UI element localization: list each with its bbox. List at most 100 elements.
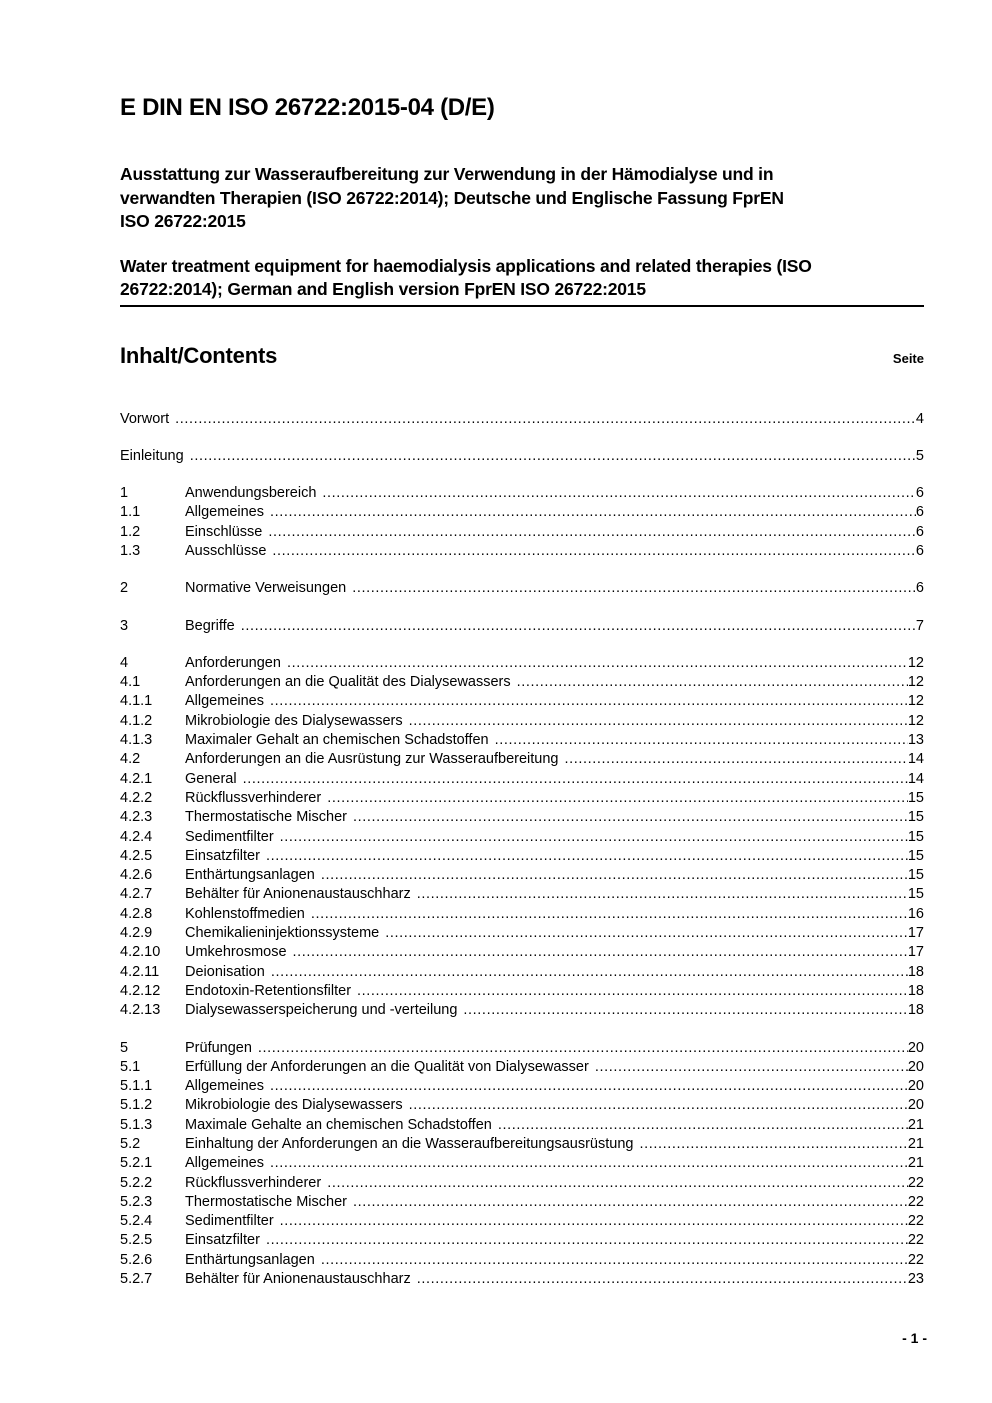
toc-entry-page: 12: [907, 674, 924, 691]
toc-dot-leader: [321, 1251, 908, 1270]
toc-entry-number: 5.1.1: [120, 1078, 153, 1095]
toc-entry-number: 4.2.11: [120, 963, 160, 980]
toc-entry-label: Einsatzfilter: [185, 1232, 260, 1249]
toc-dot-leader: [241, 617, 916, 636]
title-german-line: Ausstattung zur Wasseraufbereitung zur V…: [120, 164, 774, 184]
toc-dot-leader: [266, 1231, 908, 1250]
toc-entry-page: 18: [907, 1002, 924, 1019]
toc-entry-number: 5.2.7: [120, 1271, 153, 1288]
toc-dot-leader: [353, 808, 908, 827]
toc-entry-number: 4.1.1: [120, 693, 153, 710]
toc-entry-label: Ausschlüsse: [185, 542, 267, 559]
toc-entry-page: 12: [907, 712, 924, 729]
toc-entry-number: 5.1: [120, 1058, 141, 1075]
toc-entry-page: 15: [907, 789, 924, 806]
toc-dot-leader: [270, 1154, 908, 1173]
toc-entry-page: 15: [907, 867, 924, 884]
toc-dot-leader: [266, 847, 908, 866]
toc-entry: 4.2.5 Einsatzfilter 15: [120, 847, 924, 866]
toc-entry-page: 12: [907, 693, 924, 710]
toc-dot-leader: [385, 924, 908, 943]
toc-entry-page: 23: [907, 1271, 924, 1288]
toc-entry-label: Anforderungen an die Qualität des Dialys…: [185, 674, 511, 691]
toc-entry: 5.2.5 Einsatzfilter 22: [120, 1231, 924, 1250]
title-german: Ausstattung zur Wasseraufbereitung zur V…: [120, 163, 924, 234]
toc-entry-label: General: [185, 770, 237, 787]
toc-entry-number: 1: [120, 485, 129, 502]
toc-entry: 1 Anwendungsbereich 6: [120, 484, 924, 503]
toc-entry-page: 17: [907, 925, 924, 942]
toc-group: 4 Anforderungen 12 4.1 Anforderungen an die …: [120, 654, 924, 1021]
toc-entry-page: 6: [915, 580, 924, 597]
toc-entry-label: Einschlüsse: [185, 523, 263, 540]
toc-entry-number: 4.1: [120, 674, 141, 691]
toc-dot-leader: [357, 982, 908, 1001]
toc-entry-label: Enthärtungsanlagen: [185, 867, 315, 884]
toc-entry-number: 5.1.2: [120, 1097, 153, 1114]
toc-entry: 5.2.1 Allgemeines 21: [120, 1154, 924, 1173]
toc-entry-number: 5.2: [120, 1136, 141, 1152]
toc-entry-number: 5.2.6: [120, 1251, 153, 1268]
toc-entry-number: 1.1: [120, 504, 141, 521]
toc-entry-number: 5.2.5: [120, 1232, 153, 1249]
toc-entry-number: 4.1.3: [120, 732, 153, 749]
toc-entry-label: Normative Verweisungen: [185, 580, 347, 597]
toc-dot-leader: [409, 712, 908, 731]
toc-entry-page: 20: [907, 1039, 924, 1056]
toc-entry-label: Mikrobiologie des Dialysewassers: [185, 712, 403, 729]
toc-entry-number: 4.2.6: [120, 867, 153, 884]
toc-entry-number: 4.2.1: [120, 770, 153, 787]
title-german-line: verwandten Therapien (ISO 26722:2014); D…: [120, 187, 784, 208]
toc-dot-leader: [409, 1096, 908, 1115]
toc-dot-leader: [280, 828, 908, 847]
toc-entry: 4 Anforderungen 12: [120, 654, 924, 673]
toc-entry-number: 4.2.4: [120, 828, 153, 845]
toc-dot-leader: [270, 692, 908, 711]
toc-entry-label: Thermostatische Mischer: [185, 1193, 347, 1210]
toc-entry: 4.2.2 Rückflussverhinderer 15: [120, 789, 924, 808]
toc-entry-page: 6: [915, 485, 924, 502]
toc-entry: 4.1 Anforderungen an die Qualität des Dia…: [120, 673, 924, 692]
toc-entry-page: 6: [915, 542, 924, 559]
toc-entry-page: 15: [907, 809, 924, 826]
toc-group: 2 Normative Verweisungen 6: [120, 579, 924, 598]
toc-entry-page: 7: [915, 617, 924, 634]
toc-entry-page: 21: [907, 1136, 924, 1152]
toc-dot-leader: [352, 579, 916, 598]
toc-entry-number: 5.2.2: [120, 1174, 153, 1191]
toc-entry-number: 3: [120, 617, 129, 634]
toc-entry-page: 20: [907, 1078, 924, 1095]
toc-group: 3 Begriffe 7: [120, 617, 924, 636]
toc-entry-number: 5.2.1: [120, 1155, 153, 1172]
toc-entry-label: Endotoxin-Retentionsfilter: [185, 982, 352, 999]
toc-entry-label: Dialysewasserspeicherung und -verteilung: [185, 1002, 458, 1019]
toc-entry-label: Rückflussverhinderer: [185, 789, 322, 806]
toc-entry-label: Erfüllung der Anforderungen an die Quali…: [185, 1058, 589, 1075]
toc-entry-label: Anwendungsbereich: [185, 485, 317, 502]
toc-entry: 4.2.1 General 14: [120, 770, 924, 789]
toc-entry-number: 4.2.3: [120, 809, 153, 826]
toc-entry: 5.1 Erfüllung der Anforderungen an die Qu…: [120, 1058, 924, 1077]
toc-dot-leader: [293, 943, 908, 962]
toc-entry: 4.2.9 Chemikalieninjektionssysteme 17: [120, 924, 924, 943]
toc-entry-number: 4.2.12: [120, 982, 161, 999]
toc-entry: 4.2.8 Kohlenstoffmedien 16: [120, 905, 924, 924]
toc-dot-leader: [417, 1270, 908, 1289]
toc-entry: 4.2.7 Behälter für Anionenaustauschharz 15: [120, 885, 924, 904]
toc-entry-number: 2: [120, 580, 129, 597]
toc-entry-label: Deionisation: [185, 963, 265, 980]
toc-entry-label: Behälter für Anionenaustauschharz: [185, 1271, 411, 1288]
toc-entry: 4.2.11 Deionisation 18: [120, 963, 924, 982]
toc-entry-label: Mikrobiologie des Dialysewassers: [185, 1097, 403, 1114]
toc-entry-number: 1.2: [120, 523, 141, 540]
toc-entry-page: 16: [907, 905, 924, 922]
toc-entry-label: Prüfungen: [185, 1039, 252, 1056]
toc-entry-number: 5.1.3: [120, 1116, 153, 1133]
toc-entry: 3 Begriffe 7: [120, 617, 924, 636]
contents-heading: Inhalt/Contents: [120, 342, 278, 368]
title-german-line: ISO 26722:2015: [120, 211, 246, 231]
toc-entry-number: 5.2.3: [120, 1193, 153, 1210]
toc-entry: Vorwort 4: [120, 410, 924, 429]
toc-entry-page: 14: [907, 770, 924, 787]
toc-entry-page: 4: [915, 410, 924, 427]
